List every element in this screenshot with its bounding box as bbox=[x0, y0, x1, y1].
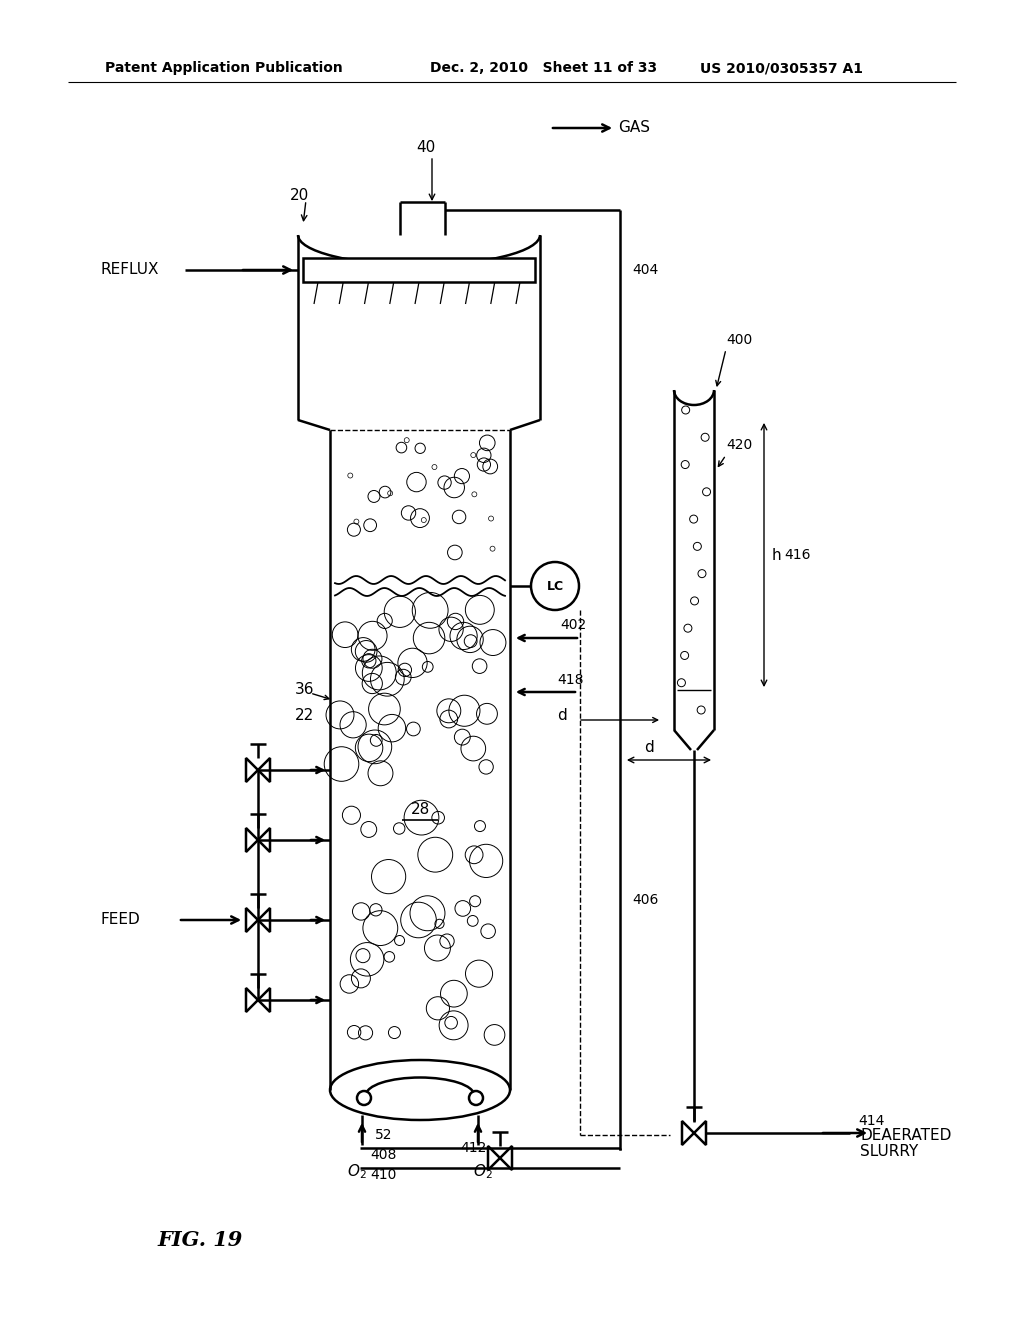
Text: DEAERATED: DEAERATED bbox=[860, 1127, 951, 1143]
Bar bbox=[303, 257, 535, 282]
Text: 410: 410 bbox=[370, 1168, 396, 1181]
Text: Dec. 2, 2010   Sheet 11 of 33: Dec. 2, 2010 Sheet 11 of 33 bbox=[430, 61, 657, 75]
Text: REFLUX: REFLUX bbox=[100, 263, 159, 277]
Text: 414: 414 bbox=[858, 1114, 885, 1129]
Text: 416: 416 bbox=[784, 548, 811, 562]
Text: 400: 400 bbox=[726, 333, 753, 347]
Text: 28: 28 bbox=[411, 803, 430, 817]
Text: $O_2$: $O_2$ bbox=[473, 1162, 493, 1180]
Text: 40: 40 bbox=[416, 140, 435, 156]
Text: Patent Application Publication: Patent Application Publication bbox=[105, 61, 343, 75]
Text: US 2010/0305357 A1: US 2010/0305357 A1 bbox=[700, 61, 863, 75]
Text: d: d bbox=[557, 708, 566, 722]
Text: 420: 420 bbox=[726, 438, 753, 451]
Text: 408: 408 bbox=[370, 1148, 396, 1162]
Text: 404: 404 bbox=[632, 263, 658, 277]
Text: 402: 402 bbox=[560, 618, 587, 632]
Text: 52: 52 bbox=[375, 1129, 392, 1142]
Text: FIG. 19: FIG. 19 bbox=[158, 1230, 243, 1250]
Text: 406: 406 bbox=[632, 894, 658, 907]
Text: SLURRY: SLURRY bbox=[860, 1143, 919, 1159]
Text: $O_2$: $O_2$ bbox=[347, 1162, 367, 1180]
Text: 418: 418 bbox=[557, 673, 584, 686]
Circle shape bbox=[531, 562, 579, 610]
Text: 22: 22 bbox=[295, 708, 314, 722]
Text: 412: 412 bbox=[460, 1140, 486, 1155]
Text: 36: 36 bbox=[295, 682, 314, 697]
Circle shape bbox=[357, 1092, 371, 1105]
Text: d: d bbox=[644, 741, 654, 755]
Text: FEED: FEED bbox=[100, 912, 139, 928]
Text: GAS: GAS bbox=[618, 120, 650, 136]
Text: 20: 20 bbox=[290, 187, 309, 202]
Text: LC: LC bbox=[547, 581, 563, 594]
Text: h: h bbox=[772, 548, 781, 562]
Circle shape bbox=[469, 1092, 483, 1105]
